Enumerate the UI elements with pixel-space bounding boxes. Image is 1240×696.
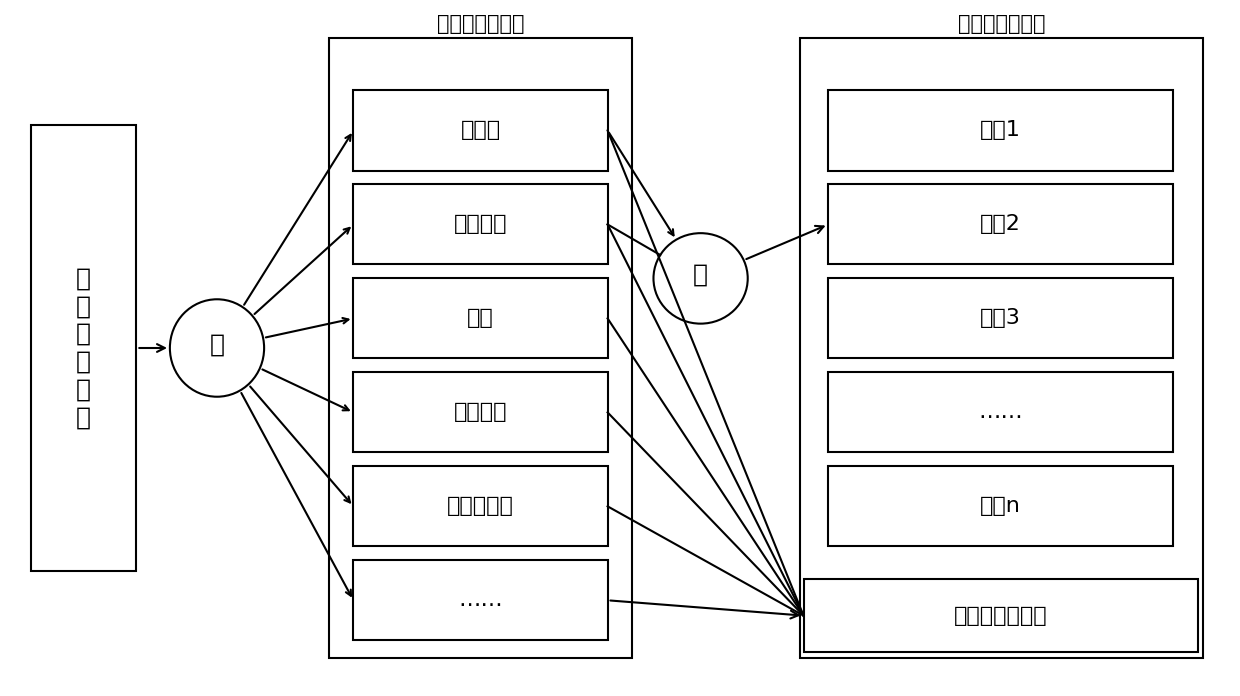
Bar [828,184,1173,264]
Bar [353,466,608,546]
Text: ……: …… [978,402,1023,422]
Text: 商业: 商业 [467,308,494,329]
Text: －: － [210,333,224,356]
Text: 按用电特征分群: 按用电特征分群 [959,15,1045,34]
Text: 群组3: 群组3 [981,308,1021,329]
Bar [800,38,1203,658]
Bar [828,466,1173,546]
Bar [828,372,1173,452]
Ellipse shape [653,233,748,324]
Bar [804,579,1198,652]
Text: 大工业: 大工业 [460,120,501,141]
Text: 群组2: 群组2 [981,214,1021,235]
Bar [353,560,608,640]
Bar [353,372,608,452]
Bar [31,125,136,571]
Ellipse shape [170,299,264,397]
Text: 非工业用电: 非工业用电 [448,496,513,516]
Text: 群组n: 群组n [981,496,1021,516]
Text: 群组1: 群组1 [981,120,1021,141]
Bar [828,278,1173,358]
Bar [329,38,632,658]
Text: 按用电类别分群: 按用电类别分群 [438,15,525,34]
Bar [353,184,608,264]
Bar [828,90,1173,171]
Text: 普通工业: 普通工业 [454,214,507,235]
Text: 区
域
分
析
对
象: 区 域 分 析 对 象 [76,267,92,429]
Bar [353,90,608,171]
Bar [353,278,608,358]
Text: ……: …… [458,590,503,610]
Text: 按用电特征分群: 按用电特征分群 [954,606,1048,626]
Text: 居民用电: 居民用电 [454,402,507,422]
Text: －: － [693,263,708,287]
